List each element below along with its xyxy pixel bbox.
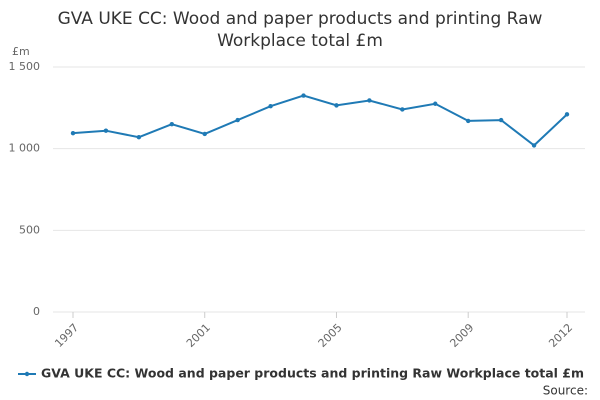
data-point — [169, 121, 174, 127]
series-line — [72, 94, 568, 147]
x-tick-label: 2001 — [184, 321, 213, 350]
source: Source: — [543, 384, 588, 398]
data-point — [268, 104, 273, 109]
data-point — [400, 107, 405, 112]
x-tick-label: 2009 — [447, 321, 476, 350]
data-point — [70, 130, 76, 136]
x-tick-label: 2005 — [316, 321, 345, 350]
data-point — [235, 117, 240, 123]
data-point — [564, 112, 570, 117]
legend-swatch-dot — [24, 371, 30, 377]
y-tick-label: 500 — [19, 223, 40, 236]
data-point — [334, 103, 339, 108]
y-unit: £m — [12, 45, 30, 58]
legend-label: GVA UKE CC: Wood and paper products and … — [41, 366, 584, 381]
data-point — [531, 143, 537, 148]
data-point — [136, 135, 142, 140]
data-point — [301, 93, 306, 98]
data-point — [103, 128, 109, 133]
y-tick-label: 1 000 — [9, 142, 41, 155]
data-point — [367, 98, 372, 103]
y-tick-label: 1 500 — [9, 60, 41, 73]
data-point — [498, 117, 504, 123]
chart-title: GVA UKE CC: Wood and paper products and … — [57, 9, 543, 51]
x-tick-label: 1997 — [52, 321, 81, 350]
data-point — [466, 118, 471, 124]
data-point — [202, 131, 207, 137]
y-tick-label: 0 — [33, 305, 40, 318]
x-tick-label: 2012 — [546, 321, 575, 350]
data-point — [433, 101, 438, 106]
